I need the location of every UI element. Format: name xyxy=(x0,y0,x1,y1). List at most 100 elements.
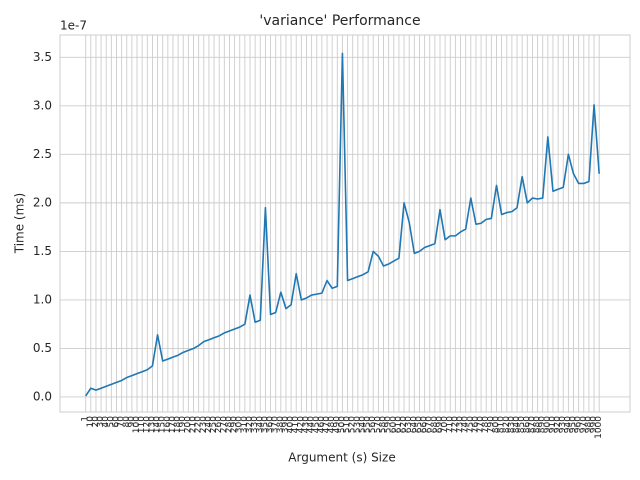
x-tick-label: 440 xyxy=(307,416,317,433)
x-tick-label: 810 xyxy=(497,416,507,433)
x-tick-label: 960 xyxy=(574,416,584,433)
x-tick-label: 430 xyxy=(301,416,311,433)
x-tick-label: 1 xyxy=(81,416,91,422)
x-tick-label: 870 xyxy=(527,416,537,433)
y-tick-label: 0.0 xyxy=(33,389,52,403)
x-tick-label: 360 xyxy=(266,416,276,433)
x-tick-label: 410 xyxy=(291,416,301,433)
x-tick-label: 170 xyxy=(168,416,178,433)
x-tick-label: 40 xyxy=(101,416,111,428)
x-tick-label: 630 xyxy=(404,416,414,433)
x-tick-label: 600 xyxy=(389,416,399,433)
x-tick-label: 790 xyxy=(486,416,496,433)
x-tick-label: 910 xyxy=(548,416,558,433)
y-tick-label: 2.0 xyxy=(33,195,52,209)
x-tick-label: 200 xyxy=(183,416,193,433)
x-tick-label: 970 xyxy=(579,416,589,433)
chart-title: 'variance' Performance xyxy=(259,13,420,29)
x-tick-label: 850 xyxy=(517,416,527,433)
x-tick-label: 540 xyxy=(358,416,368,433)
x-tick-label: 190 xyxy=(178,416,188,433)
x-tick-label: 290 xyxy=(230,416,240,433)
x-tick-label: 220 xyxy=(194,416,204,433)
y-tick-label: 0.5 xyxy=(33,341,52,355)
x-tick-label: 760 xyxy=(471,416,481,433)
x-tick-label: 890 xyxy=(538,416,548,433)
x-tick-label: 390 xyxy=(281,416,291,433)
x-tick-label: 670 xyxy=(425,416,435,433)
x-tick-label: 510 xyxy=(343,416,353,433)
x-tick-label: 560 xyxy=(368,416,378,433)
x-tick-label: 310 xyxy=(240,416,250,433)
x-tick-label: 100 xyxy=(132,416,142,433)
x-tick-label: 130 xyxy=(147,416,157,433)
x-tick-label: 50 xyxy=(106,416,116,428)
y-tick-label: 1.0 xyxy=(33,292,52,306)
x-tick-label: 160 xyxy=(163,416,173,433)
x-tick-label: 240 xyxy=(204,416,214,433)
x-tick-label: 980 xyxy=(584,416,594,433)
x-tick-label: 640 xyxy=(409,416,419,433)
x-tick-label: 830 xyxy=(507,416,517,433)
x-tick-label: 140 xyxy=(153,416,163,433)
x-tick-label: 70 xyxy=(117,416,127,428)
x-tick-label: 400 xyxy=(286,416,296,433)
x-tick-label: 320 xyxy=(245,416,255,433)
x-tick-label: 880 xyxy=(533,416,543,433)
x-tick-label: 340 xyxy=(255,416,265,433)
x-tick-label: 20 xyxy=(91,416,101,428)
x-tick-label: 940 xyxy=(563,416,573,433)
x-tick-label: 800 xyxy=(491,416,501,433)
x-tick-label: 680 xyxy=(430,416,440,433)
x-tick-label: 530 xyxy=(353,416,363,433)
x-tick-label: 660 xyxy=(420,416,430,433)
x-tick-label: 950 xyxy=(569,416,579,433)
x-axis-label: Argument (s) Size xyxy=(288,451,395,465)
x-tick-label: 900 xyxy=(543,416,553,433)
x-tick-label: 590 xyxy=(384,416,394,433)
x-tick-label: 710 xyxy=(445,416,455,433)
x-tick-label: 990 xyxy=(589,416,599,433)
x-tick-label: 730 xyxy=(456,416,466,433)
x-tick-label: 230 xyxy=(199,416,209,433)
x-tick-label: 580 xyxy=(379,416,389,433)
x-tick-label: 720 xyxy=(450,416,460,433)
x-tick-label: 80 xyxy=(122,416,132,428)
x-tick-label: 740 xyxy=(461,416,471,433)
x-tick-label: 620 xyxy=(399,416,409,433)
x-tick-label: 260 xyxy=(214,416,224,433)
x-tick-label: 250 xyxy=(209,416,219,433)
x-tick-label: 270 xyxy=(219,416,229,433)
x-tick-label: 280 xyxy=(224,416,234,433)
x-tick-label: 350 xyxy=(260,416,270,433)
x-tick-label: 380 xyxy=(276,416,286,433)
x-tick-label: 570 xyxy=(373,416,383,433)
x-tick-label: 860 xyxy=(522,416,532,433)
line-series xyxy=(85,52,600,397)
x-tick-label: 450 xyxy=(312,416,322,433)
x-tick-label: 460 xyxy=(317,416,327,433)
y-tick-label: 3.5 xyxy=(33,50,52,64)
x-tick-label: 750 xyxy=(466,416,476,433)
x-tick-label: 820 xyxy=(502,416,512,433)
x-tick-label: 120 xyxy=(142,416,152,433)
x-tick-label: 920 xyxy=(553,416,563,433)
y-offset-label: 1e-7 xyxy=(60,19,87,33)
x-tick-label: 550 xyxy=(363,416,373,433)
x-tick-label: 210 xyxy=(189,416,199,433)
x-tick-label: 10 xyxy=(86,416,96,428)
plot-frame xyxy=(59,34,631,413)
y-tick-label: 3.0 xyxy=(33,98,52,112)
x-tick-label: 370 xyxy=(271,416,281,433)
x-tick-label: 690 xyxy=(435,416,445,433)
y-axis-label: Time (ms) xyxy=(13,193,27,255)
x-tick-label: 520 xyxy=(348,416,358,433)
x-tick-label: 60 xyxy=(111,416,121,428)
x-tick-label: 90 xyxy=(127,416,137,428)
y-tick-label: 2.5 xyxy=(33,147,52,161)
x-tick-label: 1000 xyxy=(594,416,604,439)
x-tick-label: 700 xyxy=(440,416,450,433)
x-tick-label: 300 xyxy=(235,416,245,433)
x-tick-label: 150 xyxy=(158,416,168,433)
